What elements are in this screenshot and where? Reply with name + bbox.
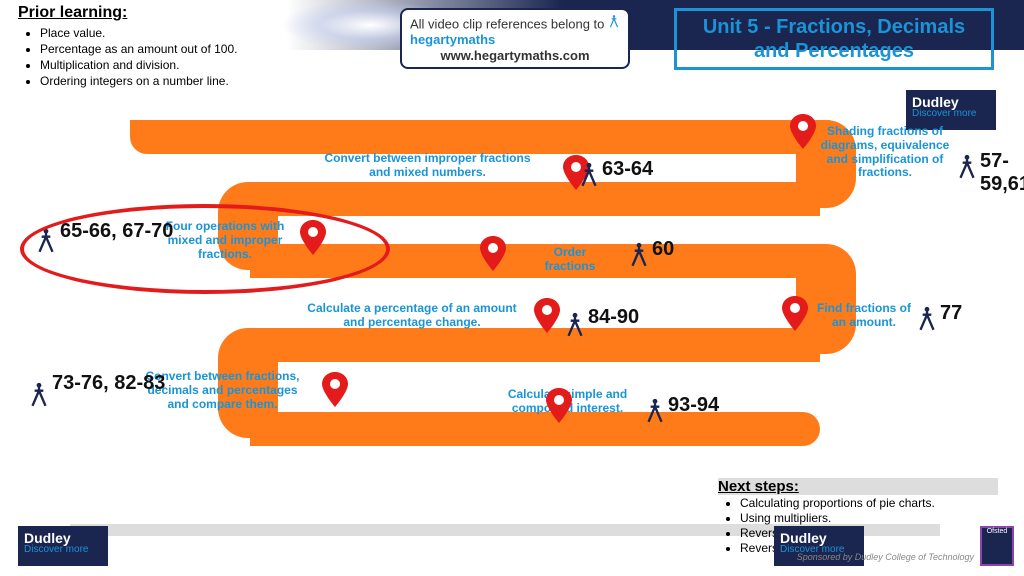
pin-icon bbox=[782, 296, 808, 331]
compass-icon bbox=[28, 382, 50, 408]
topic-improper: Convert between improper fractions and m… bbox=[315, 152, 540, 180]
pin-icon bbox=[790, 114, 816, 149]
next-item: Calculating proportions of pie charts. bbox=[740, 496, 998, 510]
sponsor-text: Sponsored by Dudley College of Technolog… bbox=[797, 552, 974, 562]
unit-title: Unit 5 - Fractions, Decimals and Percent… bbox=[685, 15, 983, 63]
prior-list: Place value. Percentage as an amount out… bbox=[18, 26, 237, 88]
topic-order: Order fractions bbox=[530, 246, 610, 274]
ref-improper: 63-64 bbox=[602, 158, 653, 181]
compass-icon bbox=[628, 242, 650, 268]
ref-shading: 57-59,61 bbox=[980, 150, 1024, 196]
pin-icon bbox=[480, 236, 506, 271]
next-title: Next steps: bbox=[718, 478, 998, 495]
ref-findfrac: 77 bbox=[940, 302, 962, 325]
compass-icon bbox=[956, 154, 978, 180]
prior-learning: Prior learning: Place value. Percentage … bbox=[18, 4, 237, 90]
prior-item: Ordering integers on a number line. bbox=[40, 74, 237, 88]
ref-percent: 84-90 bbox=[588, 306, 639, 329]
prior-item: Multiplication and division. bbox=[40, 58, 237, 72]
ofsted-badge: Ofsted bbox=[980, 526, 1014, 566]
prior-title: Prior learning: bbox=[18, 4, 237, 22]
unit-title-box: Unit 5 - Fractions, Decimals and Percent… bbox=[674, 8, 994, 70]
learning-road: Shading fractions of diagrams, equivalen… bbox=[70, 120, 940, 460]
pin-icon bbox=[322, 372, 348, 407]
prior-item: Percentage as an amount out of 100. bbox=[40, 42, 237, 56]
heg-text: All video clip references belong to bbox=[410, 16, 608, 31]
topic-findfrac: Find fractions of an amount. bbox=[814, 302, 914, 330]
topic-percent: Calculate a percentage of an amount and … bbox=[302, 302, 522, 330]
ref-convert: 73-76, 82-83 bbox=[52, 372, 165, 395]
ref-interest: 93-94 bbox=[668, 394, 719, 417]
compass-icon bbox=[578, 162, 600, 188]
compass-icon bbox=[644, 398, 666, 424]
road-segment bbox=[130, 120, 830, 154]
heg-brand: hegartymaths bbox=[410, 32, 495, 47]
ref-order: 60 bbox=[652, 238, 674, 261]
compass-icon bbox=[916, 306, 938, 332]
pin-icon bbox=[546, 388, 572, 423]
compass-icon bbox=[608, 14, 620, 26]
dudley-logo-bl: Dudley Discover more bbox=[18, 526, 108, 566]
next-item: Using multipliers. bbox=[740, 511, 998, 525]
compass-icon bbox=[564, 312, 586, 338]
road-segment bbox=[250, 412, 820, 446]
pin-icon bbox=[534, 298, 560, 333]
highlight-circle bbox=[20, 204, 390, 294]
topic-shading: Shading fractions of diagrams, equivalen… bbox=[820, 125, 950, 180]
road-segment bbox=[250, 182, 820, 216]
road-segment bbox=[250, 328, 820, 362]
heg-site: www.hegartymaths.com bbox=[410, 48, 620, 64]
prior-item: Place value. bbox=[40, 26, 237, 40]
hegarty-box: All video clip references belong to hega… bbox=[400, 8, 630, 69]
